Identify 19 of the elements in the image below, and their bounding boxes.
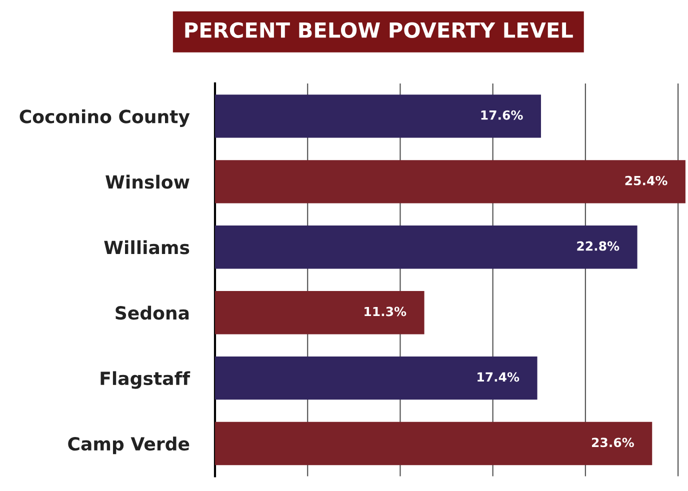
data-label: 17.6% [481, 110, 523, 120]
data-label: 17.4% [478, 372, 520, 382]
data-label: 23.6% [592, 438, 634, 448]
bar [215, 422, 652, 466]
y-tick-label: Flagstaff [100, 371, 190, 389]
y-tick-label: Coconino County [20, 109, 190, 127]
bar [215, 291, 424, 334]
y-tick-label: Williams [104, 240, 190, 254]
data-label: 25.4% [625, 176, 668, 186]
chart-title: PERCENT BELOW POVERTY LEVEL [185, 22, 573, 38]
data-label: 22.8% [577, 241, 620, 251]
bar [215, 94, 541, 138]
y-tick-label: Sedona [116, 306, 189, 320]
bar [215, 160, 686, 204]
bar [215, 356, 538, 400]
y-tick-label: Winslow [106, 174, 190, 189]
y-tick-label: Camp Verde [68, 436, 190, 454]
bar [215, 226, 638, 269]
data-label: 11.3% [364, 306, 406, 316]
